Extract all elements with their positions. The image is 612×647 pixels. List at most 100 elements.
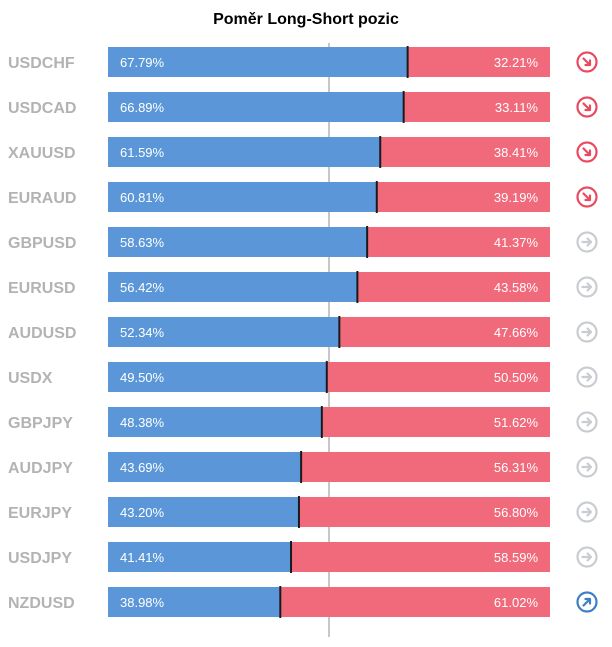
row-usdchf: USDCHF 67.79% 32.21%	[8, 46, 598, 78]
short-percent-label: 41.37%	[494, 235, 539, 250]
short-bar	[280, 587, 550, 617]
arrow-right-icon	[576, 276, 598, 298]
category-label: EURAUD	[8, 190, 76, 207]
arrow-down-right-icon	[576, 96, 598, 118]
long-percent-label: 38.98%	[120, 595, 165, 610]
long-percent-label: 58.63%	[120, 235, 165, 250]
row-usdjpy: USDJPY 41.41% 58.59%	[8, 541, 598, 573]
signal-arrow	[582, 192, 592, 202]
short-percent-label: 47.66%	[494, 325, 539, 340]
category-label: AUDUSD	[8, 325, 76, 342]
signal-arrow	[581, 417, 593, 427]
short-percent-label: 50.50%	[494, 370, 539, 385]
arrow-right-icon	[576, 456, 598, 478]
arrow-down-right-icon	[576, 51, 598, 73]
signal-arrow	[582, 57, 592, 67]
row-eurjpy: EURJPY 43.20% 56.80%	[8, 496, 598, 528]
long-percent-label: 43.69%	[120, 460, 165, 475]
long-percent-label: 56.42%	[120, 280, 165, 295]
signal-arrow	[581, 372, 593, 382]
long-percent-label: 67.79%	[120, 55, 165, 70]
arrow-right-icon	[576, 546, 598, 568]
short-percent-label: 43.58%	[494, 280, 539, 295]
short-percent-label: 56.31%	[494, 460, 539, 475]
long-bar	[108, 542, 292, 572]
row-gbpusd: GBPUSD 58.63% 41.37%	[8, 226, 598, 258]
long-percent-label: 52.34%	[120, 325, 165, 340]
row-eurusd: EURUSD 56.42% 43.58%	[8, 271, 598, 303]
short-bar	[403, 92, 550, 122]
short-bar	[326, 362, 550, 392]
row-audusd: AUDUSD 52.34% 47.66%	[8, 316, 598, 348]
long-percent-label: 61.59%	[120, 145, 165, 160]
category-label: USDX	[8, 370, 53, 387]
arrow-right-icon	[576, 231, 598, 253]
arrow-right-icon	[576, 411, 598, 433]
arrow-right-icon	[576, 501, 598, 523]
category-label: NZDUSD	[8, 595, 75, 612]
long-bar	[108, 137, 381, 167]
short-bar	[339, 317, 550, 347]
long-bar	[108, 92, 404, 122]
long-bar	[108, 452, 302, 482]
category-label: EURJPY	[8, 505, 72, 522]
arrow-down-right-icon	[576, 186, 598, 208]
short-percent-label: 56.80%	[494, 505, 539, 520]
chart-title: Poměr Long-Short pozic	[213, 11, 399, 28]
long-percent-label: 49.50%	[120, 370, 165, 385]
short-percent-label: 39.19%	[494, 190, 539, 205]
short-percent-label: 61.02%	[494, 595, 539, 610]
category-label: USDCAD	[8, 100, 76, 117]
arrow-right-icon	[576, 366, 598, 388]
arrow-up-right-icon	[576, 591, 598, 613]
short-bar	[357, 272, 550, 302]
short-bar	[321, 407, 550, 437]
category-label: GBPUSD	[8, 235, 76, 252]
category-label: EURUSD	[8, 280, 76, 297]
category-label: USDCHF	[8, 55, 75, 72]
signal-arrow	[581, 507, 593, 517]
short-percent-label: 51.62%	[494, 415, 539, 430]
long-bar	[108, 362, 327, 392]
signal-arrow	[581, 327, 593, 337]
long-bar	[108, 272, 358, 302]
long-percent-label: 48.38%	[120, 415, 165, 430]
signal-arrow	[581, 237, 593, 247]
long-percent-label: 60.81%	[120, 190, 165, 205]
signal-arrow	[581, 462, 593, 472]
signal-arrow	[582, 597, 592, 607]
short-bar	[298, 497, 550, 527]
row-usdx: USDX 49.50% 50.50%	[8, 361, 598, 393]
short-bar	[376, 182, 550, 212]
signal-arrow	[582, 147, 592, 157]
row-audjpy: AUDJPY 43.69% 56.31%	[8, 451, 598, 483]
arrow-right-icon	[576, 321, 598, 343]
long-percent-label: 66.89%	[120, 100, 165, 115]
row-nzdusd: NZDUSD 38.98% 61.02%	[8, 586, 598, 618]
signal-arrow	[582, 102, 592, 112]
short-percent-label: 33.11%	[495, 100, 539, 115]
short-bar	[380, 137, 550, 167]
long-percent-label: 41.41%	[120, 550, 165, 565]
long-bar	[108, 497, 299, 527]
row-xauusd: XAUUSD 61.59% 38.41%	[8, 136, 598, 168]
category-label: XAUUSD	[8, 145, 76, 162]
short-percent-label: 38.41%	[494, 145, 539, 160]
short-bar	[291, 542, 550, 572]
short-bar	[407, 47, 550, 77]
arrow-down-right-icon	[576, 141, 598, 163]
category-label: GBPJPY	[8, 415, 73, 432]
short-bar	[301, 452, 550, 482]
signal-arrow	[581, 282, 593, 292]
long-bar	[108, 182, 377, 212]
row-usdcad: USDCAD 66.89% 33.11%	[8, 91, 598, 123]
long-percent-label: 43.20%	[120, 505, 165, 520]
short-percent-label: 32.21%	[494, 55, 539, 70]
long-bar	[108, 407, 322, 437]
signal-arrow	[581, 552, 593, 562]
long-bar	[108, 227, 368, 257]
short-bar	[367, 227, 550, 257]
long-bar	[108, 47, 408, 77]
long-bar	[108, 317, 340, 347]
